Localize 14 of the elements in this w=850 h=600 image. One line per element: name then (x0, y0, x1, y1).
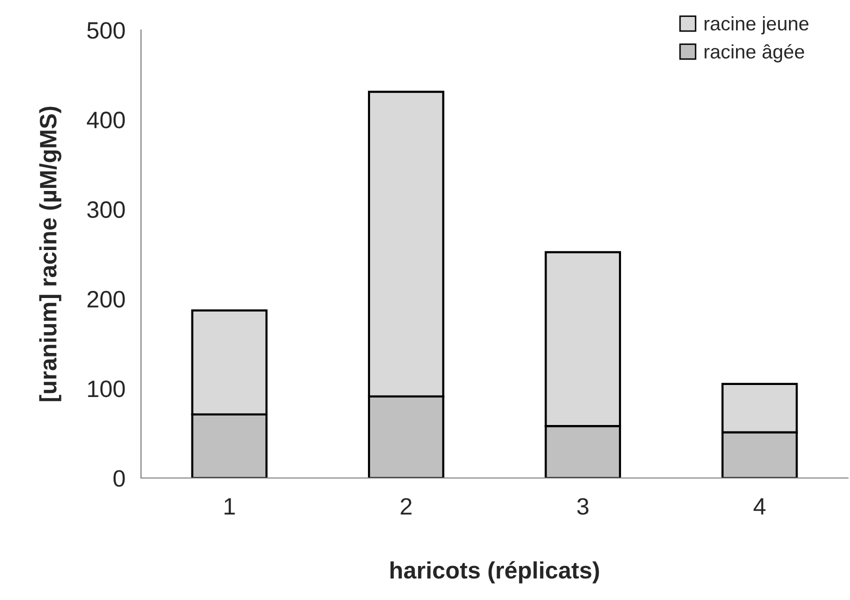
x-tick-label: 3 (577, 498, 588, 515)
x-tick-label: 1 (224, 498, 235, 515)
y-tick-label: 0 (114, 470, 125, 487)
x-tick-label: 4 (754, 498, 766, 515)
x-axis-title: haricots (réplicats) (390, 561, 599, 584)
legend-label: racine jeune (704, 16, 808, 34)
y-tick-label: 400 (86, 112, 125, 128)
y-tick-label: 100 (88, 380, 125, 398)
y-axis-title: [uranium] racine (µM/gMS) (39, 106, 62, 402)
y-tick-label: 200 (88, 290, 125, 308)
y-tick-label: 300 (87, 201, 125, 218)
x-tick-label: 2 (400, 498, 412, 515)
y-tick-label: 500 (87, 22, 125, 39)
legend-label: racine âgée (704, 44, 804, 62)
